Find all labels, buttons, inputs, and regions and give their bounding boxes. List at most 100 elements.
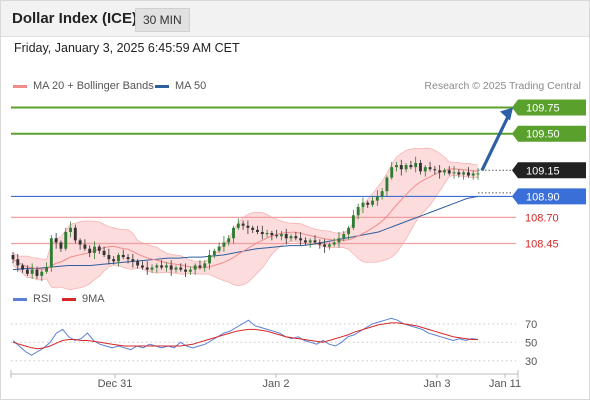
rsi-line bbox=[12, 317, 479, 356]
candle-body bbox=[40, 271, 44, 276]
legend-ma50-swatch bbox=[155, 85, 169, 88]
candle-body bbox=[438, 170, 442, 173]
candle-body bbox=[88, 248, 92, 253]
copyright-text: Research © 2025 Trading Central bbox=[424, 80, 581, 92]
x-tick-label: Jan 2 bbox=[263, 378, 290, 390]
forecast-arrow-shaft bbox=[480, 113, 511, 171]
candle-body bbox=[30, 269, 34, 274]
candle-body bbox=[11, 254, 15, 260]
x-tick-label: Jan 3 bbox=[424, 378, 451, 390]
candle-body bbox=[227, 238, 231, 243]
legend-ma20-swatch bbox=[13, 85, 27, 88]
candle-body bbox=[361, 202, 365, 207]
candle-body bbox=[198, 265, 202, 268]
target-level-label: 109.50 bbox=[526, 129, 560, 141]
candle-body bbox=[102, 250, 106, 255]
candle-body bbox=[332, 242, 336, 245]
candle-body bbox=[313, 240, 317, 243]
candle-body bbox=[78, 240, 82, 245]
candle-body bbox=[188, 269, 192, 272]
candle-body bbox=[447, 170, 451, 174]
candle-body bbox=[54, 238, 58, 243]
instrument-title: Dollar Index (ICE) bbox=[12, 10, 138, 27]
candle-body bbox=[284, 234, 288, 239]
candle-body bbox=[270, 233, 274, 236]
candle-body bbox=[399, 165, 403, 170]
candle-body bbox=[93, 246, 96, 253]
candle-body bbox=[131, 259, 135, 262]
candle-body bbox=[155, 265, 159, 268]
candle-body bbox=[404, 165, 408, 170]
candle-body bbox=[299, 238, 303, 241]
candle-body bbox=[179, 267, 183, 270]
pivot-level-label: 108.90 bbox=[526, 191, 560, 203]
candle-body bbox=[409, 165, 413, 168]
candle-body bbox=[256, 229, 259, 232]
pivot-level-tag-bg bbox=[512, 188, 586, 205]
candle-body bbox=[294, 236, 298, 239]
candle-body bbox=[236, 223, 240, 228]
candle-body bbox=[275, 235, 279, 237]
candle-body bbox=[433, 169, 437, 171]
candle-body bbox=[251, 227, 255, 230]
candle-body bbox=[184, 269, 188, 272]
candle-body bbox=[375, 196, 379, 201]
rsi-9ma-line bbox=[12, 322, 478, 350]
candle-body bbox=[337, 238, 341, 243]
x-tick-label: Jan 11 bbox=[489, 378, 521, 390]
candle-body bbox=[107, 254, 111, 260]
forecast-arrow-head bbox=[500, 107, 513, 121]
candle-body bbox=[351, 215, 355, 228]
candle-body bbox=[112, 259, 116, 262]
target-level-tag-bg bbox=[512, 125, 586, 142]
target-level-tag-bg bbox=[512, 99, 586, 116]
candle-body bbox=[443, 170, 446, 173]
last-level-tag: 109.15 bbox=[512, 162, 586, 179]
legend-9ma: 9MA bbox=[82, 293, 105, 305]
candle-body bbox=[380, 191, 384, 197]
candle-body bbox=[73, 227, 77, 241]
legend-rsi: RSI bbox=[33, 293, 52, 305]
chart-header: Dollar Index (ICE) 30 MIN bbox=[1, 1, 589, 37]
candle-body bbox=[35, 269, 39, 276]
candle-body bbox=[462, 172, 466, 175]
candle-body bbox=[121, 254, 125, 258]
interval-selector[interactable]: 30 MIN bbox=[135, 8, 190, 32]
target-level-tag: 109.75 bbox=[512, 99, 586, 116]
rsi-tick-label: 70 bbox=[525, 319, 537, 331]
candle-body bbox=[356, 206, 360, 216]
target-level-tag: 109.50 bbox=[512, 125, 586, 142]
candle-body bbox=[164, 265, 168, 268]
ma50-line bbox=[12, 195, 479, 271]
candle-body bbox=[160, 265, 164, 268]
candle-body bbox=[323, 244, 327, 247]
candle-body bbox=[342, 234, 346, 239]
candle-body bbox=[457, 172, 461, 175]
pivot-level-tag: 108.90 bbox=[512, 188, 586, 205]
rsi-tick-label: 30 bbox=[525, 356, 537, 368]
candle-body bbox=[246, 225, 250, 228]
candle-body bbox=[241, 223, 245, 226]
legend-9ma-swatch bbox=[62, 298, 76, 301]
candle-body bbox=[174, 267, 178, 270]
candle-body bbox=[150, 267, 154, 270]
legend-ma20: MA 20 + Bollinger Bands bbox=[33, 80, 154, 92]
candle-body bbox=[208, 254, 211, 264]
candle-body bbox=[45, 267, 48, 272]
candle-body bbox=[318, 242, 322, 245]
candle-body bbox=[419, 162, 422, 172]
bollinger-lower-line bbox=[12, 174, 479, 291]
candle-body bbox=[69, 227, 72, 232]
candle-body bbox=[414, 162, 418, 168]
last-level-label: 109.15 bbox=[526, 165, 560, 177]
candle-body bbox=[16, 259, 20, 266]
candle-body bbox=[452, 172, 456, 174]
candle-body bbox=[126, 257, 130, 260]
candle-body bbox=[169, 265, 173, 270]
candle-body bbox=[289, 236, 293, 239]
candle-body bbox=[308, 240, 312, 243]
candle-body bbox=[145, 267, 149, 270]
candle-body bbox=[476, 173, 480, 175]
candle-body bbox=[347, 227, 351, 235]
candle-body bbox=[64, 231, 68, 249]
